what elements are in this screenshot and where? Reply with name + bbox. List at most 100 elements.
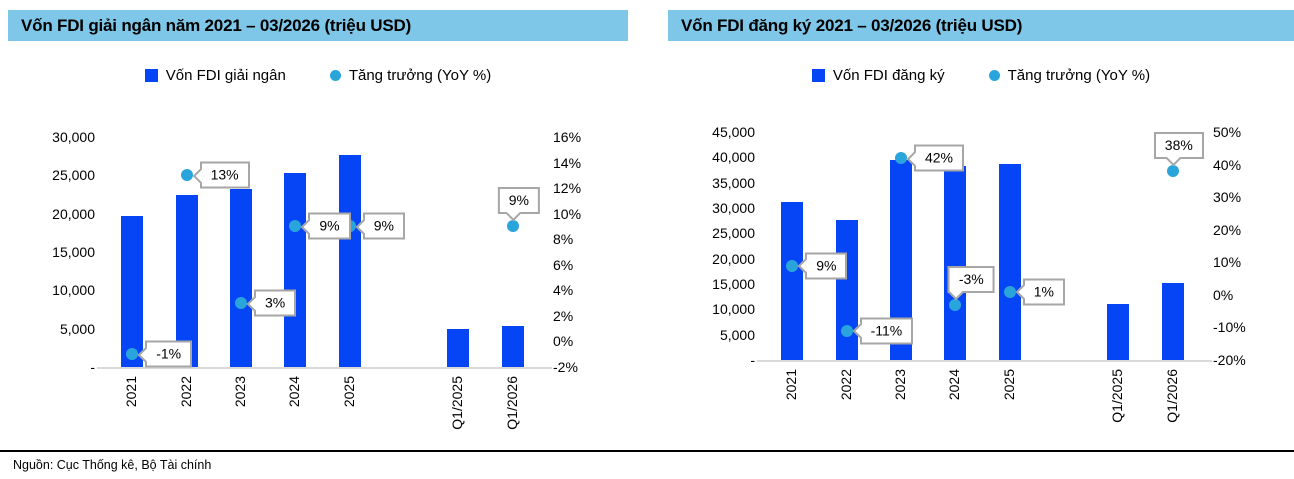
legend-growth-label: Tăng trưởng (YoY %) <box>348 67 492 84</box>
pct-axis-tick-label: 12% <box>553 180 582 197</box>
chart-title-banner: Vốn FDI đăng ký 2021 – 03/2026 (triệu US… <box>668 10 1294 41</box>
x-axis-line <box>97 367 552 369</box>
pct-axis-tick-label: 0% <box>553 333 574 350</box>
legend-item-bar-series: Vốn FDI giải ngân <box>144 67 286 84</box>
pct-axis-tick-label: 20% <box>1213 221 1242 238</box>
y-axis-tick-label: 30,000 <box>52 129 95 145</box>
growth-marker <box>894 152 907 165</box>
bar <box>121 215 144 367</box>
growth-marker <box>1003 285 1016 298</box>
x-axis-label: Q1/2026 <box>503 376 520 430</box>
x-axis-label: Q1/2025 <box>449 376 466 430</box>
y-axis-tick-label: 5,000 <box>59 320 95 337</box>
bar <box>889 160 912 360</box>
x-axis-label: 2024 <box>286 376 303 408</box>
x-axis-label: Q1/2026 <box>1163 369 1180 423</box>
legend-growth-label: Tăng trưởng (YoY %) <box>1007 67 1151 84</box>
y-axis-tick-label: 20,000 <box>712 250 755 267</box>
bar <box>501 325 524 367</box>
legend-bar-label: Vốn FDI đăng ký <box>832 67 945 84</box>
x-axis-label: 2023 <box>231 376 248 408</box>
growth-callout: 9% <box>301 212 351 240</box>
growth-marker <box>506 220 519 233</box>
legend-growth-dot-icon <box>988 70 1000 81</box>
growth-callout: -3% <box>947 265 995 300</box>
pct-axis-tick-label: 10% <box>553 205 582 222</box>
legend: Vốn FDI giải ngân Tăng trưởng (YoY %) <box>8 67 628 84</box>
pct-axis-tick-label: 0% <box>1213 286 1234 303</box>
y-axis-tick-label: 25,000 <box>712 225 755 242</box>
legend-bar-swatch-icon <box>811 69 825 82</box>
bar <box>229 189 252 367</box>
x-axis-label: 2024 <box>946 369 963 401</box>
growth-callout: 42% <box>906 144 964 172</box>
callout-pointer-icon <box>192 168 208 184</box>
pct-axis-tick-label: 6% <box>553 256 574 273</box>
pct-axis-tick-label: 2% <box>553 307 574 324</box>
legend-item-bar-series: Vốn FDI đăng ký <box>811 67 945 84</box>
source-note: Nguồn: Cục Thống kê, Bộ Tài chính <box>13 458 212 472</box>
pct-axis-tick-label: -20% <box>1213 352 1246 368</box>
bar <box>781 202 804 360</box>
legend-growth-dot-icon <box>329 70 341 81</box>
x-axis-label: 2021 <box>123 376 140 408</box>
bar <box>338 155 361 367</box>
legend-item-growth-series: Tăng trưởng (YoY %) <box>988 67 1151 84</box>
pct-axis-tick-label: 30% <box>1213 189 1242 206</box>
bar <box>447 328 470 367</box>
y-axis-tick-label: 15,000 <box>52 244 95 260</box>
growth-marker <box>289 220 302 233</box>
bar <box>1107 304 1130 360</box>
growth-marker <box>840 324 853 337</box>
chart-panel-fdi-registered: Vốn FDI đăng ký 2021 – 03/2026 (triệu US… <box>668 10 1294 442</box>
plot-area: 30,000 25,000 20,000 15,000 10,000 5,000 - 16% 1… <box>52 129 581 430</box>
bar <box>175 195 198 367</box>
pct-axis-tick-label: 10% <box>1213 254 1242 271</box>
growth-marker <box>786 259 799 272</box>
growth-callout: 9% <box>497 187 540 222</box>
y-axis-tick-label: 25,000 <box>52 167 95 184</box>
pct-axis-tick-label: 4% <box>553 282 574 299</box>
growth-callout: 38% <box>1153 132 1204 167</box>
legend-bar-label: Vốn FDI giải ngân <box>165 67 286 84</box>
x-axis-label: Q1/2025 <box>1109 369 1126 423</box>
plot-area: 45,000 40,000 35,000 30,000 25,000 20,000 15,0… <box>712 124 1246 423</box>
y-axis-tick-label: 15,000 <box>712 275 755 292</box>
bar <box>944 166 967 360</box>
y-axis-tick-label: 10,000 <box>712 301 755 318</box>
legend-item-growth-series: Tăng trưởng (YoY %) <box>329 67 492 84</box>
y-axis-tick-label: 20,000 <box>52 205 95 222</box>
bar <box>835 219 858 360</box>
growth-marker <box>234 297 247 310</box>
y-axis-tick-label: 45,000 <box>712 124 755 140</box>
pct-axis-tick-label: -2% <box>553 359 578 375</box>
y-axis-tick-label: 35,000 <box>712 174 755 191</box>
bar <box>998 164 1021 360</box>
chart-title: Vốn FDI đăng ký 2021 – 03/2026 (triệu US… <box>681 15 1023 35</box>
callout-pointer-icon <box>1165 150 1182 167</box>
growth-marker <box>949 298 962 311</box>
chart-title: Vốn FDI giải ngân năm 2021 – 03/2026 (tr… <box>21 15 412 35</box>
pct-axis-tick-label: 40% <box>1213 156 1242 173</box>
x-axis-line <box>757 360 1212 362</box>
legend: Vốn FDI đăng ký Tăng trưởng (YoY %) <box>668 67 1294 84</box>
growth-callout: 3% <box>246 289 297 317</box>
x-axis-label: 2022 <box>837 369 854 401</box>
bar <box>1161 283 1184 360</box>
growth-callout: 9% <box>355 212 405 240</box>
chart-panel-fdi-disbursed: Vốn FDI giải ngân năm 2021 – 03/2026 (tr… <box>8 10 628 442</box>
bar <box>284 172 307 367</box>
x-axis-label: 2022 <box>177 376 194 408</box>
pct-axis-tick-label: 16% <box>553 129 582 145</box>
chart-title-banner: Vốn FDI giải ngân năm 2021 – 03/2026 (tr… <box>8 10 628 41</box>
pct-axis-tick-label: 50% <box>1213 124 1242 140</box>
y-axis-tick-label: 40,000 <box>712 149 755 166</box>
y-axis-tick-label: - <box>90 359 95 375</box>
x-axis-label: 2025 <box>340 376 357 408</box>
pct-axis-tick-label: -10% <box>1213 319 1246 336</box>
y-axis-tick-label: 30,000 <box>712 199 755 216</box>
x-axis-label: 2021 <box>783 369 800 401</box>
legend-bar-swatch-icon <box>144 69 158 82</box>
growth-callout: 1% <box>1015 278 1065 306</box>
growth-marker <box>126 348 139 361</box>
